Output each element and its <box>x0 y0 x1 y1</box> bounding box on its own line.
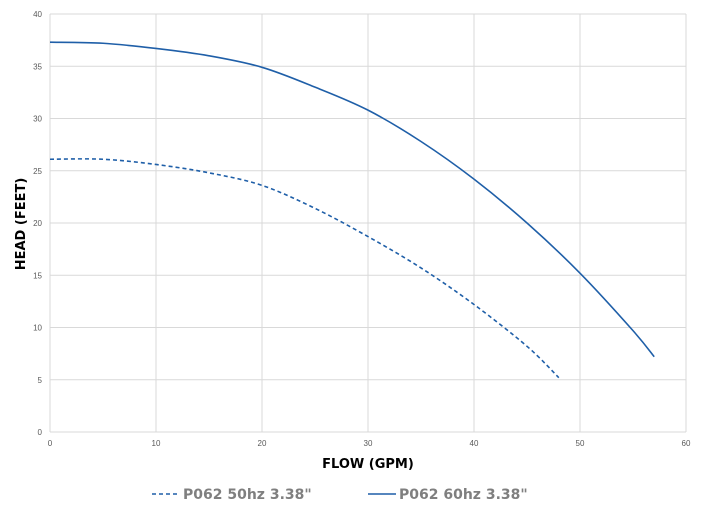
legend-label-60hz: P062 60hz 3.38" <box>399 487 528 503</box>
x-tick-label-0: 0 <box>48 439 53 448</box>
y-tick-label-2: 10 <box>33 324 42 333</box>
series-layer <box>49 41 655 379</box>
x-tick-label-6: 60 <box>682 439 691 448</box>
x-axis-title: FLOW (GPM) <box>322 457 414 472</box>
y-tick-label-4: 20 <box>33 219 42 228</box>
y-tick-label-0: 0 <box>38 428 43 437</box>
x-tick-label-5: 50 <box>576 439 585 448</box>
x-tick-label-3: 30 <box>364 439 373 448</box>
x-axis-ticks: 0 10 20 30 40 50 60 <box>48 439 691 448</box>
legend-label-50hz: P062 50hz 3.38" <box>183 487 312 503</box>
y-axis-ticks: 0 5 10 15 20 25 30 35 40 <box>33 10 42 437</box>
y-tick-label-5: 25 <box>33 167 42 176</box>
y-tick-label-8: 40 <box>33 10 42 19</box>
y-tick-label-6: 30 <box>33 115 42 124</box>
x-tick-label-2: 20 <box>258 439 267 448</box>
legend: P062 50hz 3.38" P062 60hz 3.38" <box>152 487 528 503</box>
grid-lines <box>49 13 687 433</box>
series-line-1 <box>49 41 655 358</box>
y-tick-label-7: 35 <box>33 62 42 71</box>
x-tick-label-4: 40 <box>470 439 479 448</box>
y-tick-label-1: 5 <box>38 376 43 385</box>
y-axis-title: HEAD (FEET) <box>14 178 29 271</box>
y-tick-label-3: 15 <box>33 271 42 280</box>
series-line-0 <box>49 158 560 379</box>
x-tick-label-1: 10 <box>152 439 161 448</box>
